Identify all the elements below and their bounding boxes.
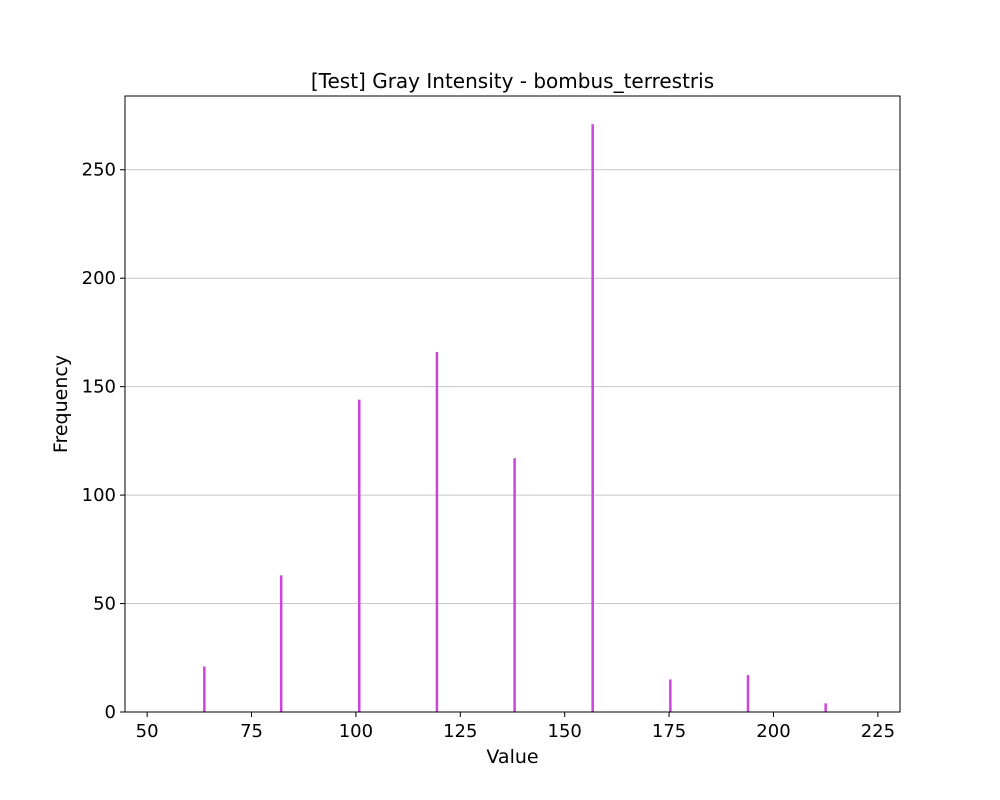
x-tick-label: 200 (756, 721, 790, 742)
y-tick-label: 200 (82, 268, 116, 289)
y-axis: 0 50 100 150 200 250 (82, 160, 125, 723)
histogram-bar (669, 679, 672, 712)
x-tick-label: 50 (136, 721, 159, 742)
y-tick-label: 250 (82, 160, 116, 181)
y-tick-label: 150 (82, 377, 116, 398)
y-tick-label: 50 (93, 594, 116, 615)
histogram-bar (746, 675, 750, 712)
x-tick-label: 175 (652, 721, 686, 742)
histogram-bar (591, 124, 594, 712)
histogram-bar (279, 575, 283, 712)
y-axis-label: Frequency (50, 355, 72, 453)
x-tick-label: 100 (339, 721, 373, 742)
histogram-bar (824, 703, 827, 712)
histogram-bar (513, 458, 516, 712)
x-tick-label: 75 (240, 721, 263, 742)
grid-lines (125, 169, 900, 605)
histogram-bar (203, 666, 206, 712)
bars-group (203, 124, 827, 712)
chart-title: [Test] Gray Intensity - bombus_terrestri… (311, 69, 714, 93)
plot-frame (124, 95, 901, 713)
histogram-bar (435, 351, 439, 712)
x-tick-label: 225 (861, 721, 895, 742)
histogram-bar (358, 399, 361, 712)
y-tick-label: 100 (82, 485, 116, 506)
x-axis: 50 75 100 125 150 175 200 225 (136, 712, 895, 742)
x-axis-label: Value (486, 746, 538, 768)
y-tick-label: 0 (105, 702, 116, 723)
x-tick-label: 150 (548, 721, 582, 742)
x-tick-label: 125 (443, 721, 477, 742)
